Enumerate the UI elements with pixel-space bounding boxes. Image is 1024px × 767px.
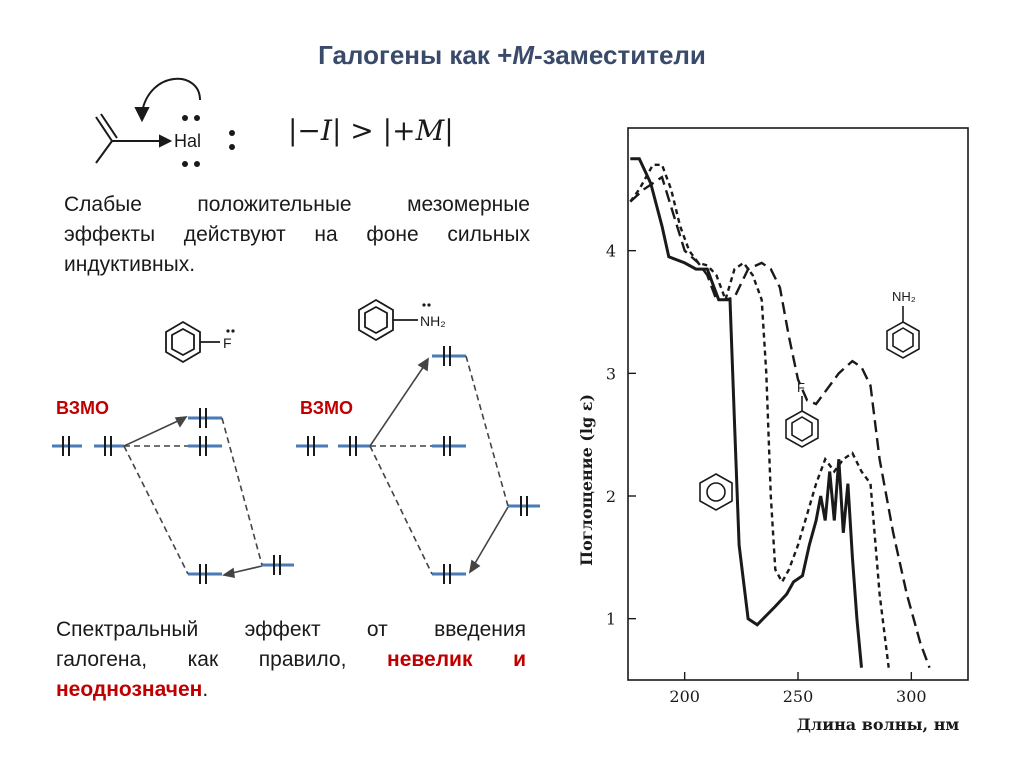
fluorobenzene-spectrum-structure — [785, 396, 819, 448]
mo-diagram-aniline — [296, 346, 540, 584]
homo-label-right: ВЗМО — [300, 398, 354, 418]
fluorobenzene-spectrum-line — [629, 163, 890, 668]
y-tick-label: 2 — [606, 487, 616, 506]
aniline-spectrum-line — [629, 175, 931, 669]
x-axis-label: Длина волны, нм — [797, 715, 960, 734]
hal-label: Hal — [174, 131, 201, 151]
mo-diagram-fluorobenzene — [52, 408, 294, 584]
spectrum-f-label: F — [797, 380, 805, 395]
lone-pair-dots — [182, 115, 235, 167]
benzene-structure — [699, 473, 733, 511]
aniline-spectrum-structure — [886, 306, 920, 359]
fluorobenzene-structure — [165, 320, 220, 364]
chart-frame — [627, 127, 969, 681]
x-tick-label: 250 — [783, 687, 814, 706]
x-tick-label: 200 — [669, 687, 700, 706]
aniline-structure — [358, 298, 418, 342]
paragraph-spectral: Спектральный эффект от введения галогена… — [56, 618, 526, 701]
y-axis-label: Поглощение (lg ε) — [577, 394, 596, 566]
x-tick-label: 300 — [896, 687, 927, 706]
homo-label-left: ВЗМО — [56, 398, 110, 418]
page-title: Галогены как +M-заместители — [318, 40, 706, 70]
y-tick-label: 3 — [606, 364, 616, 383]
amino-label: NH₂ — [420, 313, 446, 329]
y-tick-label: 1 — [606, 610, 616, 629]
y-tick-label: 4 — [606, 242, 616, 261]
paragraph-inductive: Слабые положительные мезомерные эффекты … — [64, 193, 530, 276]
mechanism-scheme — [95, 77, 201, 164]
spectrum-nh2-label: NH₂ — [892, 289, 916, 304]
effect-inequality: |−I| > |+M| — [288, 114, 454, 147]
benzene-spectrum-line — [630, 157, 863, 668]
fluorine-label: F — [223, 335, 232, 351]
